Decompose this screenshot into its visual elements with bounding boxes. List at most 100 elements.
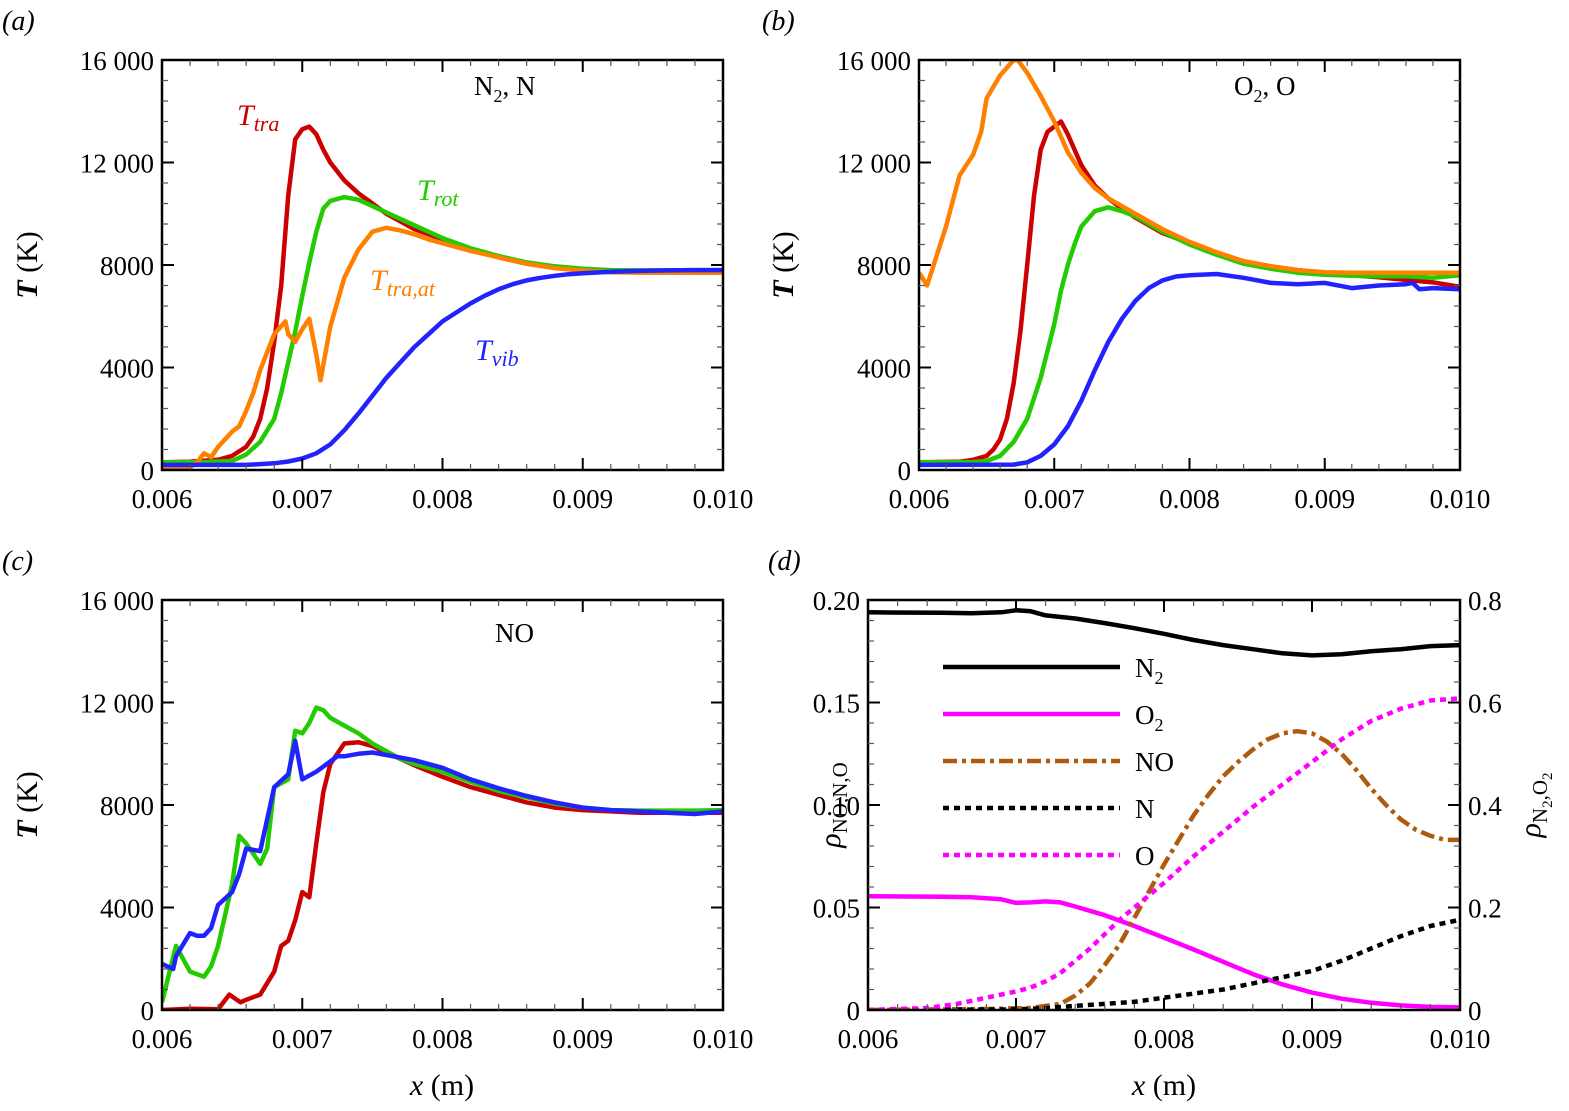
curve-label-t-tra-main: T [237, 99, 256, 132]
legend-label-main: O [1135, 700, 1155, 730]
y-tick-label: 0 [898, 456, 912, 486]
y-tick-label: 4000 [100, 894, 154, 924]
legend-label-o: O [1135, 841, 1155, 871]
x-tick-label: 0.008 [1159, 484, 1220, 514]
y-tick-label: 8000 [100, 251, 154, 281]
panel-a: 0.006 0.007 0.008 0.009 0.010 0 4000 8000 12 000… [80, 46, 754, 514]
rho-right-sub-n: N [1528, 808, 1552, 823]
y-tick-label: 4000 [100, 354, 154, 384]
annotation-b-sub: 2 [1254, 86, 1263, 106]
series-line-t-tra [162, 739, 723, 1010]
annotation-b-rest: , O [1263, 71, 1296, 101]
y-tick-label: 12 000 [80, 689, 154, 719]
legend-label-o2: O2 [1135, 700, 1164, 735]
legend-label-main: N [1135, 794, 1155, 824]
legend-label-no: NO [1135, 747, 1174, 777]
panel-label-c: (c) [2, 546, 33, 577]
rho-left-sub: NO,N,O [828, 762, 852, 833]
curve-label-t-tra-at-main: T [370, 264, 389, 297]
x-tick-label: 0.008 [412, 1024, 473, 1054]
series-line-t-vib [162, 267, 723, 468]
y-tick-label: 8000 [857, 251, 911, 281]
series-line-no [868, 728, 1460, 1010]
curve-label-t-vib-sub: vib [492, 346, 519, 371]
x-axis-title-c: x (m) [409, 1069, 474, 1102]
series-line-n2 [868, 608, 1460, 658]
y-tick-label: 12 000 [837, 149, 911, 179]
y-axis-title-b-unit: (K) [767, 231, 800, 280]
plot-frame-b [917, 58, 1462, 472]
x-tick-label: 0.009 [552, 484, 613, 514]
series-line-n [868, 917, 1460, 1010]
x-axis-title-c-var: x [409, 1069, 424, 1102]
x-tick-label: 0.006 [838, 1024, 899, 1054]
curve-label-t-tra: Ttra [237, 99, 279, 136]
y-axis-title-a-var: T [11, 279, 44, 299]
y-axis-title-b: T (K) [767, 231, 800, 298]
x-tick-label: 0.010 [1430, 484, 1491, 514]
y-tick-label: 16 000 [80, 46, 154, 76]
x-tick-label: 0.009 [552, 1024, 613, 1054]
x-tick-label: 0.006 [889, 484, 950, 514]
legend-label-sub: 2 [1155, 668, 1164, 688]
annotation-b: O2, O [1234, 71, 1296, 106]
series-group-a [162, 124, 723, 470]
y-axis-title-a-unit: (K) [11, 231, 44, 280]
y-axis-title-c: T (K) [11, 771, 44, 838]
panel-c: 0.006 0.007 0.008 0.009 0.010 0 4000 8000 12 000… [80, 586, 754, 1054]
legend-label-sub: 2 [1155, 715, 1164, 735]
rho-left-symbol: ρ [814, 833, 847, 848]
legend-label-main: NO [1135, 747, 1174, 777]
x-tick-label: 0.007 [272, 484, 333, 514]
y-tick-label: 0 [847, 996, 861, 1026]
rho-right-symbol: ρ [1514, 823, 1547, 838]
y-tick-label: 0.05 [813, 894, 860, 924]
legend-label-n2: N2 [1135, 653, 1164, 688]
x-tick-label: 0.006 [132, 484, 193, 514]
y-tick-label: 0.15 [813, 689, 860, 719]
x-axis-title-d: x (m) [1131, 1069, 1196, 1102]
series-line-t-tra [919, 119, 1460, 465]
panel-label-b: (b) [762, 6, 795, 37]
y-right-tick-label: 0.6 [1468, 689, 1502, 719]
x-tick-label: 0.010 [1430, 1024, 1491, 1054]
y-tick-label: 0 [141, 456, 155, 486]
x-axis-title-c-unit: (m) [423, 1069, 474, 1102]
rho-right-sub-2b: 2 [1540, 773, 1556, 781]
x-tick-label: 0.007 [1024, 484, 1085, 514]
rho-right-sub-2a: 2 [1540, 800, 1556, 808]
x-axis-title-d-unit: (m) [1145, 1069, 1196, 1102]
plot-frame-c [160, 598, 725, 1012]
x-tick-label: 0.010 [693, 484, 754, 514]
y-tick-label: 8000 [100, 791, 154, 821]
annotation-b-main: O [1234, 71, 1254, 101]
curve-label-t-vib: Tvib [475, 334, 519, 371]
y-axis-title-b-var: T [767, 279, 800, 299]
series-line-t-rot [162, 194, 723, 465]
y-tick-label: 0 [141, 996, 155, 1026]
series-line-t-rot [919, 205, 1460, 465]
y-axis-title-d-left: ρNO,N,O [814, 762, 852, 849]
curve-label-t-rot-main: T [417, 174, 436, 207]
y-tick-label: 0.10 [813, 791, 860, 821]
series-line-t-tra-at [162, 225, 723, 470]
x-tick-label: 0.007 [272, 1024, 333, 1054]
x-axis-title-d-var: x [1131, 1069, 1146, 1102]
x-tick-label: 0.008 [412, 484, 473, 514]
series-line-t-tra-at [919, 60, 1460, 288]
legend-label-main: O [1135, 841, 1155, 871]
curve-label-t-tra-sub: tra [254, 111, 280, 136]
panel-b: 0.006 0.007 0.008 0.009 0.010 0 4000 8000 12 000… [837, 46, 1491, 514]
panel-label-a: (a) [2, 6, 35, 37]
y-axis-title-a: T (K) [11, 231, 44, 298]
x-tick-label: 0.007 [986, 1024, 1047, 1054]
rho-right-sub-mid: ,O [1528, 780, 1552, 800]
series-line-t-vib [162, 738, 723, 972]
y-axis-title-c-var: T [11, 819, 44, 839]
series-line-o [868, 696, 1460, 1010]
legend-label-main: N [1135, 653, 1155, 683]
y-right-tick-label: 0.2 [1468, 894, 1502, 924]
series-group-c [162, 705, 723, 1010]
